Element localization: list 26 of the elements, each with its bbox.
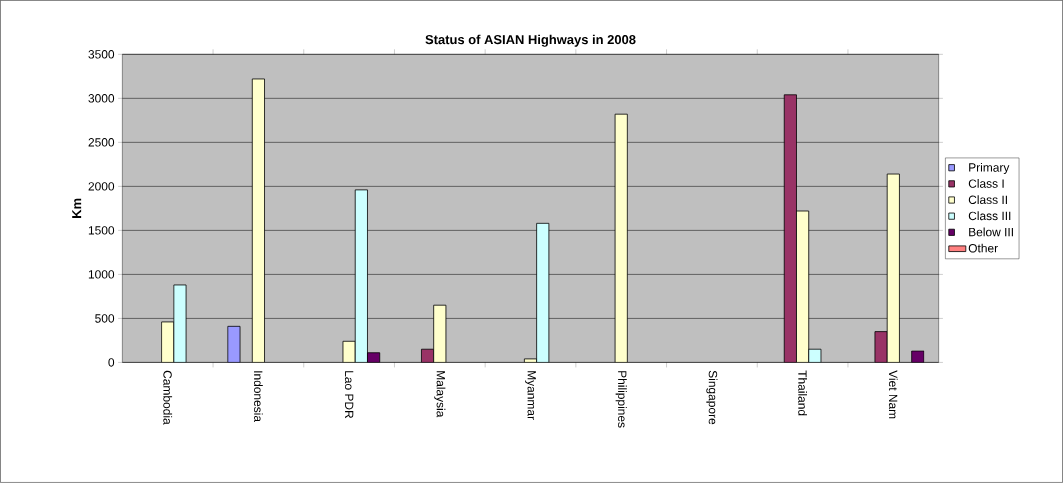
- x-tick-label: Cambodia: [163, 370, 173, 425]
- legend-label: Primary: [969, 163, 1010, 175]
- y-tick-label: 3500: [88, 50, 115, 59]
- y-tick-label: 1500: [88, 226, 115, 235]
- y-tick-label: 2500: [88, 138, 115, 147]
- y-tick-label: 2000: [88, 182, 115, 191]
- chart-title: Status of ASIAN Highways in 2008: [425, 34, 636, 47]
- y-tick-label: 500: [95, 314, 115, 323]
- legend-label: Class I: [968, 179, 1004, 188]
- x-tick-label: Myanmar: [525, 371, 536, 420]
- x-tick-label: Singapore: [706, 370, 718, 425]
- y-tick-label: 1000: [88, 270, 115, 279]
- x-tick-label: Lao PDR: [344, 371, 354, 419]
- x-tick-label: Indonesia: [254, 371, 263, 423]
- y-tick-label: 0: [108, 358, 115, 367]
- x-tick-label: Viet Nam: [888, 370, 898, 419]
- bar: [783, 94, 797, 363]
- x-tick-label: Malaysia: [434, 371, 446, 418]
- legend-label: Other: [968, 243, 998, 253]
- x-tick-label: Thailand: [798, 370, 807, 416]
- legend-label: Below III: [969, 227, 1013, 237]
- legend-label: Class III: [968, 211, 1011, 221]
- legend-label: Class II: [968, 195, 1007, 205]
- y-tick-label: 3000: [88, 94, 115, 103]
- y-axis-title: Km: [72, 198, 82, 219]
- x-tick-label: Philippines: [615, 371, 627, 428]
